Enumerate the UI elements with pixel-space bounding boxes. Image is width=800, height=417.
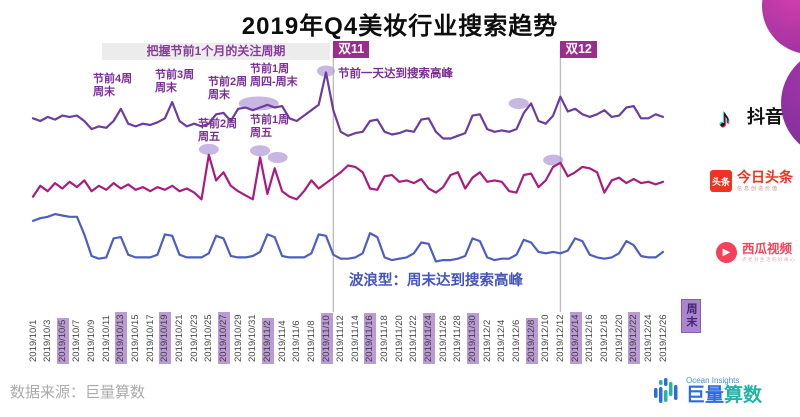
x-tick-label: 2019/10/7 bbox=[71, 319, 83, 362]
data-source-note: 数据来源：巨量算数 bbox=[10, 384, 146, 401]
x-tick-label: 2019/10/27 bbox=[217, 312, 230, 364]
x-tick-label: 2019/11/26 bbox=[437, 315, 449, 362]
xigua-play-icon: ▶ bbox=[716, 242, 737, 263]
annotation-week3-weekend: 节前3周 周末 bbox=[155, 69, 195, 94]
x-tick-label: 2019/11/18 bbox=[379, 315, 391, 362]
x-tick-label: 2019/12/26 bbox=[657, 314, 669, 362]
brand-en-label: Ocean Insights bbox=[686, 376, 740, 386]
x-tick-label: 2019/11/14 bbox=[349, 315, 361, 362]
x-tick-label: 2019/10/9 bbox=[86, 319, 98, 362]
x-tick-label: 2019/12/14 bbox=[569, 312, 582, 364]
double11-badge: 双11 bbox=[333, 41, 370, 58]
platform-xigua: ▶ 西瓜视频 点亮对生活的好奇心 bbox=[716, 242, 796, 263]
annotation-wave-pattern: 波浪型：周末达到搜索高峰 bbox=[349, 273, 523, 289]
toutiao-square-icon: 头条 bbox=[710, 170, 732, 193]
x-tick-label: 2019/11/28 bbox=[452, 315, 464, 362]
x-tick-label: 2019/12/4 bbox=[496, 319, 508, 362]
annotation-week4-weekend: 节前4周 周末 bbox=[93, 73, 133, 98]
x-tick-label: 2019/12/22 bbox=[628, 312, 640, 364]
x-tick-label: 2019/12/8 bbox=[525, 317, 538, 364]
x-tick-label: 2019/11/24 bbox=[423, 313, 435, 364]
x-tick-label: 2019/12/2 bbox=[481, 319, 493, 362]
x-tick-label: 2019/12/6 bbox=[510, 319, 522, 362]
x-tick-label: 2019/10/5 bbox=[56, 317, 69, 364]
platform-xigua-label: 西瓜视频 bbox=[742, 242, 793, 256]
platform-douyin: ♪ ♪ ♪ 抖音 bbox=[716, 100, 783, 132]
x-tick-label: 2019/10/23 bbox=[188, 314, 200, 362]
x-tick-label: 2019/12/20 bbox=[613, 314, 625, 362]
ocean-insights-bars-icon bbox=[654, 378, 678, 403]
x-tick-label: 2019/10/11 bbox=[100, 315, 112, 362]
svg-text:♪: ♪ bbox=[717, 102, 730, 132]
x-tick-label: 2019/11/20 bbox=[393, 315, 405, 362]
svg-text:♪: ♪ bbox=[719, 104, 732, 132]
x-tick-label: 2019/10/3 bbox=[42, 319, 54, 362]
annotation-week2-friday: 节前2周 周五 bbox=[198, 118, 238, 143]
x-tick-label: 2019/12/16 bbox=[584, 314, 596, 362]
platform-toutiao: 头条 今日头条 信息创造价值 bbox=[710, 169, 793, 193]
x-tick-label: 2019/10/13 bbox=[115, 312, 127, 364]
x-tick-label: 2019/11/12 bbox=[335, 315, 347, 362]
x-tick-label: 2019/11/2 bbox=[261, 318, 274, 364]
annotation-week1-friday: 节前1周 周五 bbox=[250, 114, 290, 139]
x-tick-label: 2019/11/8 bbox=[305, 320, 317, 362]
double12-badge: 双12 bbox=[560, 41, 597, 58]
platform-xigua-tagline: 点亮对生活的好奇心 bbox=[742, 257, 796, 262]
platform-toutiao-tagline: 信息创造价值 bbox=[737, 186, 780, 193]
x-tick-label: 2019/12/24 bbox=[642, 314, 654, 362]
annotation-peak-day-before: 节前一天达到搜索高峰 bbox=[338, 68, 453, 80]
platform-toutiao-label: 今日头条 bbox=[737, 169, 793, 185]
annotation-week1-thu-weekend: 节前1周 周四-周末 bbox=[250, 63, 298, 88]
x-tick-label: 2019/10/25 bbox=[203, 314, 215, 362]
x-tick-label: 2019/10/17 bbox=[144, 314, 156, 362]
cycle-banner: 把握节前1个月的关注周期 bbox=[102, 43, 330, 60]
x-tick-label: 2019/11/16 bbox=[364, 313, 376, 364]
ocean-insights-brand: Ocean Insights 巨量算数 bbox=[654, 376, 762, 406]
x-tick-label: 2019/12/18 bbox=[598, 314, 610, 362]
x-tick-label: 2019/11/10 bbox=[320, 313, 333, 364]
weekend-legend-badge: 周末 bbox=[681, 299, 701, 333]
x-tick-label: 2019/10/21 bbox=[174, 314, 185, 362]
page-title: 2019年Q4美妆行业搜索趋势 bbox=[241, 13, 559, 40]
x-tick-label: 2019/10/1 bbox=[27, 319, 39, 362]
x-tick-label: 2019/11/30 bbox=[467, 313, 479, 364]
x-tick-label: 2019/11/4 bbox=[276, 320, 288, 362]
x-tick-label: 2019/10/19 bbox=[159, 312, 171, 364]
platform-douyin-label: 抖音 bbox=[747, 107, 783, 127]
x-tick-label: 2019/10/29 bbox=[232, 314, 244, 362]
svg-text:♪: ♪ bbox=[718, 103, 731, 132]
x-tick-label: 2019/10/31 bbox=[247, 314, 259, 362]
x-tick-label: 2019/11/6 bbox=[291, 320, 303, 362]
brand-zh-label: 巨量算数 bbox=[686, 385, 763, 406]
x-tick-label: 2019/11/22 bbox=[408, 315, 420, 362]
x-tick-label: 2019/12/12 bbox=[554, 314, 566, 362]
annotation-week2-weekend: 节前2周 周末 bbox=[208, 76, 248, 101]
x-tick-label: 2019/12/10 bbox=[540, 314, 552, 362]
douyin-note-icon: ♪ ♪ ♪ bbox=[717, 102, 732, 132]
x-tick-label: 2019/10/15 bbox=[130, 314, 142, 362]
